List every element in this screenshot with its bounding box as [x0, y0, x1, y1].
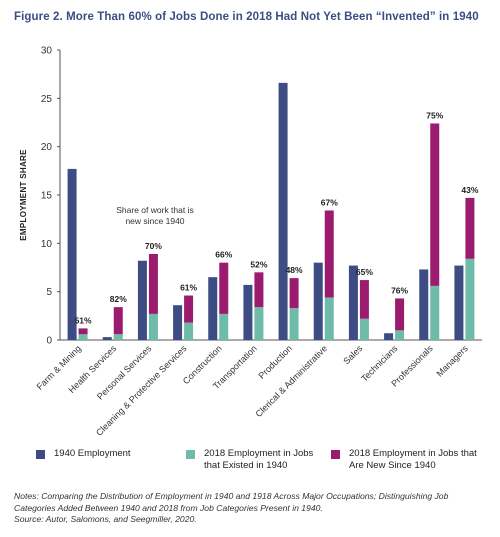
legend-label-new-line1: 2018 Employment in Jobs that	[349, 448, 477, 459]
bar-1940	[454, 265, 464, 340]
legend-swatch-existing	[186, 450, 195, 459]
bar-2018-new	[395, 298, 405, 331]
data-label: 82%	[110, 294, 127, 304]
bar-2018-new	[359, 280, 369, 319]
legend-item-existing: 2018 Employment in Jobs that Existed in …	[186, 448, 313, 472]
bar-2018-new	[430, 123, 440, 286]
bar-2018-existing	[430, 285, 440, 340]
legend-item-1940: 1940 Employment	[36, 448, 131, 460]
y-tick-label: 10	[41, 239, 53, 250]
notes-line-2: Categories Added Between 1940 and 2018 f…	[14, 502, 323, 513]
legend-label-new: 2018 Employment in Jobs that Are New Sin…	[349, 448, 477, 472]
y-axis-title: EMPLOYMENT SHARE	[19, 149, 28, 241]
y-tick-label: 20	[41, 142, 53, 153]
data-label: 52%	[250, 259, 267, 269]
data-label: 66%	[215, 250, 232, 260]
bar-2018-existing	[184, 322, 194, 340]
bar-2018-existing	[289, 308, 299, 340]
bar-1940	[419, 269, 429, 340]
legend-label-new-line2: Are New Since 1940	[349, 460, 436, 471]
bar-2018-new	[254, 272, 264, 308]
x-category-label: Managers	[434, 343, 470, 379]
bar-1940	[137, 260, 147, 340]
bar-2018-existing	[324, 297, 334, 340]
bar-2018-existing	[395, 330, 405, 340]
y-tick-label: 25	[41, 94, 53, 105]
legend-swatch-1940	[36, 450, 45, 459]
bar-1940	[173, 305, 183, 340]
y-tick-label: 15	[41, 191, 53, 202]
bar-1940	[278, 82, 288, 340]
bar-1940	[243, 284, 253, 340]
bar-2018-existing	[359, 318, 369, 340]
bar-2018-new	[184, 295, 194, 323]
chart-title: Figure 2. More Than 60% of Jobs Done in …	[14, 11, 479, 23]
notes-line-1: Notes: Comparing the Distribution of Emp…	[14, 491, 449, 501]
data-label: 65%	[356, 267, 373, 277]
bar-2018-existing	[148, 313, 158, 340]
data-label: 43%	[461, 185, 478, 195]
bar-1940	[102, 337, 112, 340]
data-label: 61%	[180, 283, 197, 293]
data-label: 76%	[391, 285, 408, 295]
bar-2018-new	[324, 210, 334, 298]
legend-item-new: 2018 Employment in Jobs that Are New Sin…	[331, 448, 477, 472]
bar-2018-existing	[113, 334, 123, 340]
bar-1940	[348, 265, 358, 340]
legend-label-1940: 1940 Employment	[54, 448, 131, 459]
bar-1940	[208, 277, 218, 340]
data-label: 48%	[286, 265, 303, 275]
bar-2018-new	[113, 307, 123, 335]
bar-1940	[67, 168, 77, 340]
bar-2018-existing	[78, 334, 88, 340]
y-tick-label: 30	[41, 46, 53, 57]
data-label: 70%	[145, 241, 162, 251]
legend-label-existing-line1: 2018 Employment in Jobs	[204, 448, 314, 459]
data-label: 67%	[321, 197, 338, 207]
legend-label-existing: 2018 Employment in Jobs that Existed in …	[204, 448, 313, 472]
x-category-label: Clerical & Administrative	[253, 343, 329, 419]
x-category-label: Production	[256, 343, 293, 380]
chart-notes: Notes: Comparing the Distribution of Emp…	[14, 491, 494, 526]
bar-2018-new	[289, 278, 299, 309]
bar-2018-existing	[465, 258, 475, 340]
bar-2018-existing	[219, 313, 229, 340]
bar-1940	[313, 262, 323, 340]
bar-2018-new	[219, 262, 229, 314]
bar-1940	[384, 333, 394, 340]
y-tick-label: 5	[46, 287, 52, 298]
bar-2018-new	[148, 253, 158, 314]
data-label: 75%	[426, 110, 443, 120]
bar-2018-new	[78, 328, 88, 335]
legend-swatch-new	[331, 450, 340, 459]
notes-source: Source: Autor, Salomons, and Seegmiller,…	[14, 514, 197, 524]
legend-label-existing-line2: that Existed in 1940	[204, 460, 288, 471]
chart-annotation: Share of work that is new since 1940	[116, 205, 194, 226]
data-label: 51%	[75, 315, 92, 325]
bar-2018-existing	[254, 307, 264, 340]
y-tick-label: 0	[46, 336, 52, 347]
bar-2018-new	[465, 197, 475, 259]
x-category-label: Sales	[341, 343, 364, 366]
